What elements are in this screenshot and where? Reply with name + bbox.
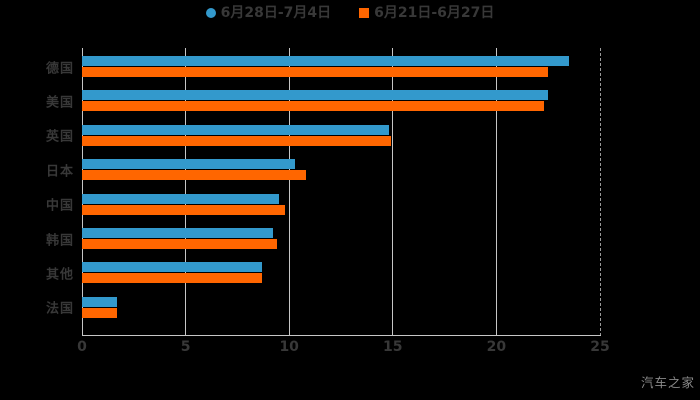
- legend-label: 6月21日-6月27日: [374, 5, 495, 21]
- bar-中国-series0[interactable]: [82, 193, 279, 204]
- legend-item-week-jun28-jul4[interactable]: 6月28日-7月4日: [205, 5, 332, 21]
- bar-美国-series0[interactable]: [82, 90, 549, 101]
- y-category-label: 中国: [45, 198, 74, 214]
- bar-韩国-series0[interactable]: [82, 228, 273, 238]
- x-tick-label: 15: [383, 339, 403, 355]
- x-tick-label: 0: [77, 339, 87, 355]
- y-category-label: 美国: [45, 95, 74, 111]
- legend-circle-icon: [205, 8, 216, 18]
- x-tick-label: 25: [590, 339, 610, 355]
- bar-日本-series0[interactable]: [82, 159, 296, 170]
- legend-square-icon: [359, 8, 370, 18]
- bar-中国-series1[interactable]: [82, 204, 286, 215]
- y-category-label: 其他: [45, 267, 74, 283]
- y-category-label: 德国: [45, 61, 74, 76]
- y-axis-labels: 德国美国英国日本中国韩国其他法国: [0, 0, 80, 400]
- bar-其他-series0[interactable]: [82, 262, 263, 273]
- bar-德国-series0[interactable]: [82, 56, 569, 66]
- legend-item-week-jun21-jun27[interactable]: 6月21日-6月27日: [359, 5, 494, 21]
- gridline: [392, 48, 394, 336]
- gridline: [185, 48, 187, 336]
- gridline: [599, 48, 602, 336]
- legend: 6月28日-7月4日 6月21日-6月27日: [0, 5, 700, 21]
- bar-英国-series0[interactable]: [82, 124, 389, 135]
- x-tick-label: 20: [486, 339, 507, 355]
- legend-label: 6月28日-7月4日: [220, 5, 332, 21]
- bar-美国-series1[interactable]: [82, 101, 545, 112]
- y-category-label: 法国: [45, 301, 74, 317]
- gridline: [81, 48, 83, 336]
- x-tick-label: 10: [279, 339, 299, 355]
- bar-韩国-series1[interactable]: [82, 239, 277, 249]
- x-axis-labels: 0 5 10 15 20 25: [77, 339, 610, 359]
- gridline: [288, 48, 290, 336]
- y-category-label: 日本: [45, 164, 74, 180]
- bar-法国-series1[interactable]: [82, 307, 118, 318]
- bar-其他-series1[interactable]: [82, 273, 263, 284]
- x-axis-line: [82, 335, 601, 336]
- bar-英国-series1[interactable]: [82, 135, 391, 146]
- plot-area: [81, 48, 602, 336]
- x-tick-label: 5: [180, 339, 191, 355]
- y-category-label: 英国: [45, 129, 74, 145]
- bar-日本-series1[interactable]: [82, 170, 306, 181]
- watermark: 汽车之家: [640, 375, 695, 390]
- bar-法国-series0[interactable]: [82, 296, 118, 307]
- bar-德国-series1[interactable]: [82, 67, 549, 77]
- gridline: [495, 48, 497, 336]
- y-category-label: 韩国: [45, 233, 74, 248]
